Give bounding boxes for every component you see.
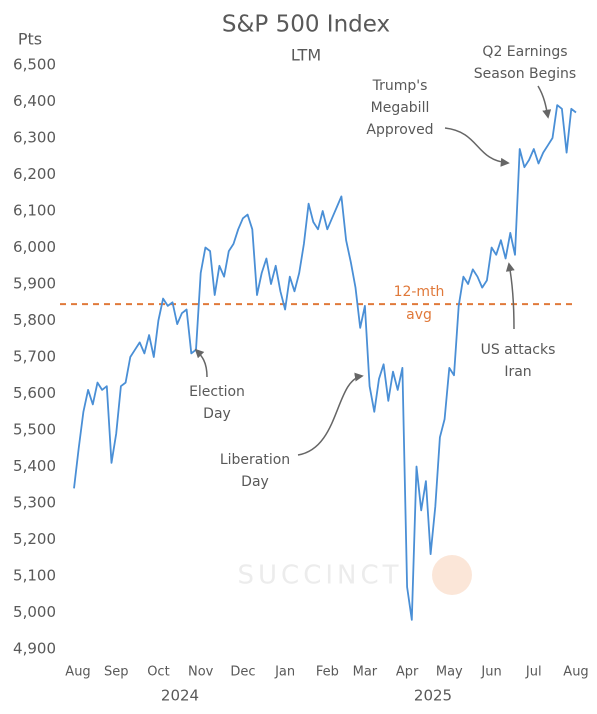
- year-label: 2025: [414, 687, 452, 705]
- y-tick-label: 6,500: [13, 56, 56, 74]
- y-tick-label: 6,200: [13, 165, 56, 183]
- annotation-text: Approved: [366, 122, 433, 138]
- y-tick-label: 4,900: [13, 640, 56, 658]
- x-tick-label: Apr: [396, 665, 419, 680]
- reference-label: avg: [406, 307, 432, 323]
- y-tick-label: 5,200: [13, 530, 56, 548]
- x-tick-label: Sep: [104, 665, 129, 680]
- series-line: [73, 104, 577, 621]
- x-tick-label: Mar: [353, 665, 378, 680]
- annotation-arrow: [537, 85, 552, 119]
- y-tick-label: 5,300: [13, 494, 56, 512]
- x-tick-label: Aug: [65, 665, 90, 680]
- x-tick-label: May: [436, 665, 463, 680]
- annotation-text: Trump's: [372, 78, 428, 94]
- y-tick-label: 6,300: [13, 129, 56, 147]
- y-tick-label: 5,600: [13, 384, 56, 402]
- y-tick-label: 6,000: [13, 238, 56, 256]
- x-tick-label: Feb: [316, 665, 339, 680]
- y-tick-label: 6,100: [13, 202, 56, 220]
- annotation-text: Day: [241, 474, 269, 490]
- x-tick-label: Jun: [480, 665, 501, 680]
- annotation-arrow: [194, 348, 208, 378]
- x-tick-label: Dec: [230, 665, 255, 680]
- annotation-text: Iran: [504, 364, 531, 380]
- x-tick-label: Oct: [147, 665, 169, 680]
- x-tick-label: Jul: [525, 665, 542, 680]
- y-axis-label: Pts: [18, 30, 42, 49]
- y-tick-label: 5,700: [13, 348, 56, 366]
- y-tick-label: 5,100: [13, 567, 56, 585]
- x-tick-label: Jan: [274, 665, 295, 680]
- y-tick-label: 6,400: [13, 92, 56, 110]
- y-tick-label: 5,800: [13, 311, 56, 329]
- watermark-logo: [432, 555, 472, 595]
- y-tick-label: 5,000: [13, 603, 56, 621]
- annotation-text: Q2 Earnings: [482, 44, 567, 60]
- annotation-text: Day: [203, 406, 231, 422]
- annotation-text: Megabill: [371, 100, 430, 116]
- annotation-arrow: [444, 127, 510, 167]
- watermark: SUCCINCT: [238, 561, 403, 591]
- annotation-text: US attacks: [481, 342, 556, 358]
- y-tick-label: 5,400: [13, 457, 56, 475]
- annotation-arrow: [297, 372, 364, 456]
- annotation-text: Season Begins: [474, 66, 576, 82]
- y-tick-label: 5,900: [13, 275, 56, 293]
- annotation-text: Liberation: [220, 452, 290, 468]
- annotation-arrow: [505, 262, 515, 330]
- x-tick-label: Aug: [563, 665, 588, 680]
- x-tick-label: Nov: [188, 665, 214, 680]
- chart-subtitle: LTM: [291, 46, 321, 65]
- y-tick-label: 5,500: [13, 421, 56, 439]
- annotation-text: Election: [189, 384, 245, 400]
- year-label: 2024: [161, 687, 199, 705]
- chart-title: S&P 500 Index: [222, 12, 390, 38]
- reference-label: 12-mth: [394, 284, 445, 300]
